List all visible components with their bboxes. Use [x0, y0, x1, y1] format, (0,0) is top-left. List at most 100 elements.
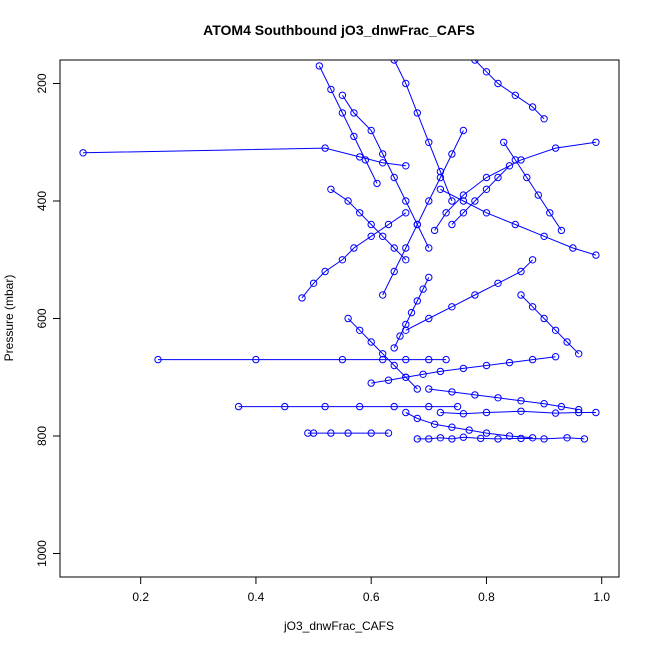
series-13: [367, 353, 560, 387]
data-point: [505, 358, 514, 367]
series-8: [430, 138, 600, 235]
data-point: [361, 156, 370, 164]
data-point: [471, 60, 479, 64]
data-point: [494, 435, 502, 443]
data-point: [557, 226, 566, 235]
y-tick-label: 600: [35, 308, 49, 328]
data-point: [482, 209, 491, 217]
data-point: [540, 314, 548, 323]
data-point: [448, 388, 456, 396]
data-point: [309, 429, 318, 437]
data-point: [528, 103, 537, 111]
series-21: [500, 138, 566, 235]
data-point: [436, 434, 445, 442]
data-point: [511, 220, 519, 229]
data-point: [338, 256, 347, 264]
data-point: [482, 361, 491, 370]
series-12: [402, 256, 537, 334]
data-point: [551, 409, 560, 417]
series-line: [405, 412, 533, 439]
data-point: [338, 355, 347, 364]
data-point: [367, 126, 375, 135]
data-point: [350, 109, 358, 117]
data-point: [528, 303, 537, 311]
series-14: [390, 60, 456, 205]
data-point: [528, 256, 537, 264]
series-17: [517, 291, 583, 358]
data-point: [154, 355, 162, 364]
data-point: [390, 244, 398, 252]
data-point: [356, 153, 364, 161]
data-point: [350, 132, 358, 141]
data-point: [494, 394, 502, 402]
series-3: [234, 402, 462, 411]
data-point: [563, 434, 571, 442]
data-point: [482, 408, 491, 417]
data-point: [563, 338, 571, 346]
data-point: [367, 338, 375, 346]
data-point: [534, 191, 542, 199]
data-point: [540, 115, 548, 123]
data-point: [425, 355, 433, 364]
data-point: [505, 432, 514, 440]
data-point: [494, 279, 502, 287]
data-point: [448, 435, 456, 443]
series-line: [347, 318, 418, 390]
data-point: [390, 60, 398, 64]
data-point: [402, 197, 410, 205]
x-axis: 0.2 0.4 0.6 0.8 1.0: [132, 577, 610, 604]
data-point: [390, 173, 398, 182]
data-point: [384, 429, 393, 437]
series-20: [448, 162, 514, 229]
data-point: [540, 400, 548, 408]
data-point: [344, 314, 352, 323]
data-point: [442, 209, 450, 217]
y-tick-label: 800: [35, 426, 49, 446]
data-point: [425, 244, 433, 252]
data-point: [396, 332, 404, 340]
data-point: [402, 256, 410, 264]
data-point: [430, 226, 439, 235]
data-point: [459, 209, 468, 217]
data-point: [511, 91, 519, 100]
data-point: [327, 85, 335, 94]
data-point: [580, 435, 589, 443]
series-9: [436, 185, 600, 259]
x-tick-label: 0.6: [363, 590, 380, 604]
data-point: [379, 291, 387, 299]
data-point: [436, 408, 445, 417]
data-point: [356, 402, 364, 411]
data-point: [477, 434, 485, 443]
data-point: [379, 350, 387, 358]
data-point: [459, 364, 468, 373]
data-point: [575, 350, 583, 358]
data-point: [373, 179, 381, 188]
series-line: [318, 65, 378, 184]
data-point: [402, 320, 410, 329]
data-point: [350, 244, 358, 252]
data-point: [517, 291, 525, 299]
data-point: [448, 303, 456, 311]
data-point: [436, 367, 445, 376]
data-point: [575, 405, 583, 414]
data-point: [528, 355, 537, 364]
data-point: [367, 232, 375, 241]
data-point: [482, 429, 491, 437]
data-point: [321, 144, 329, 152]
data-point: [459, 433, 468, 441]
data-point: [482, 68, 491, 76]
data-point: [419, 370, 427, 378]
data-point: [528, 434, 537, 442]
data-point: [413, 220, 421, 229]
data-point: [402, 244, 410, 252]
data-point: [471, 197, 479, 205]
x-tick-label: 0.2: [132, 590, 149, 604]
data-point: [298, 294, 306, 302]
data-point: [436, 173, 445, 182]
data-point: [402, 355, 410, 364]
data-point: [471, 291, 479, 299]
data-point: [344, 429, 352, 437]
data-point: [304, 429, 312, 437]
series-line: [330, 188, 407, 261]
data-point: [442, 355, 450, 364]
